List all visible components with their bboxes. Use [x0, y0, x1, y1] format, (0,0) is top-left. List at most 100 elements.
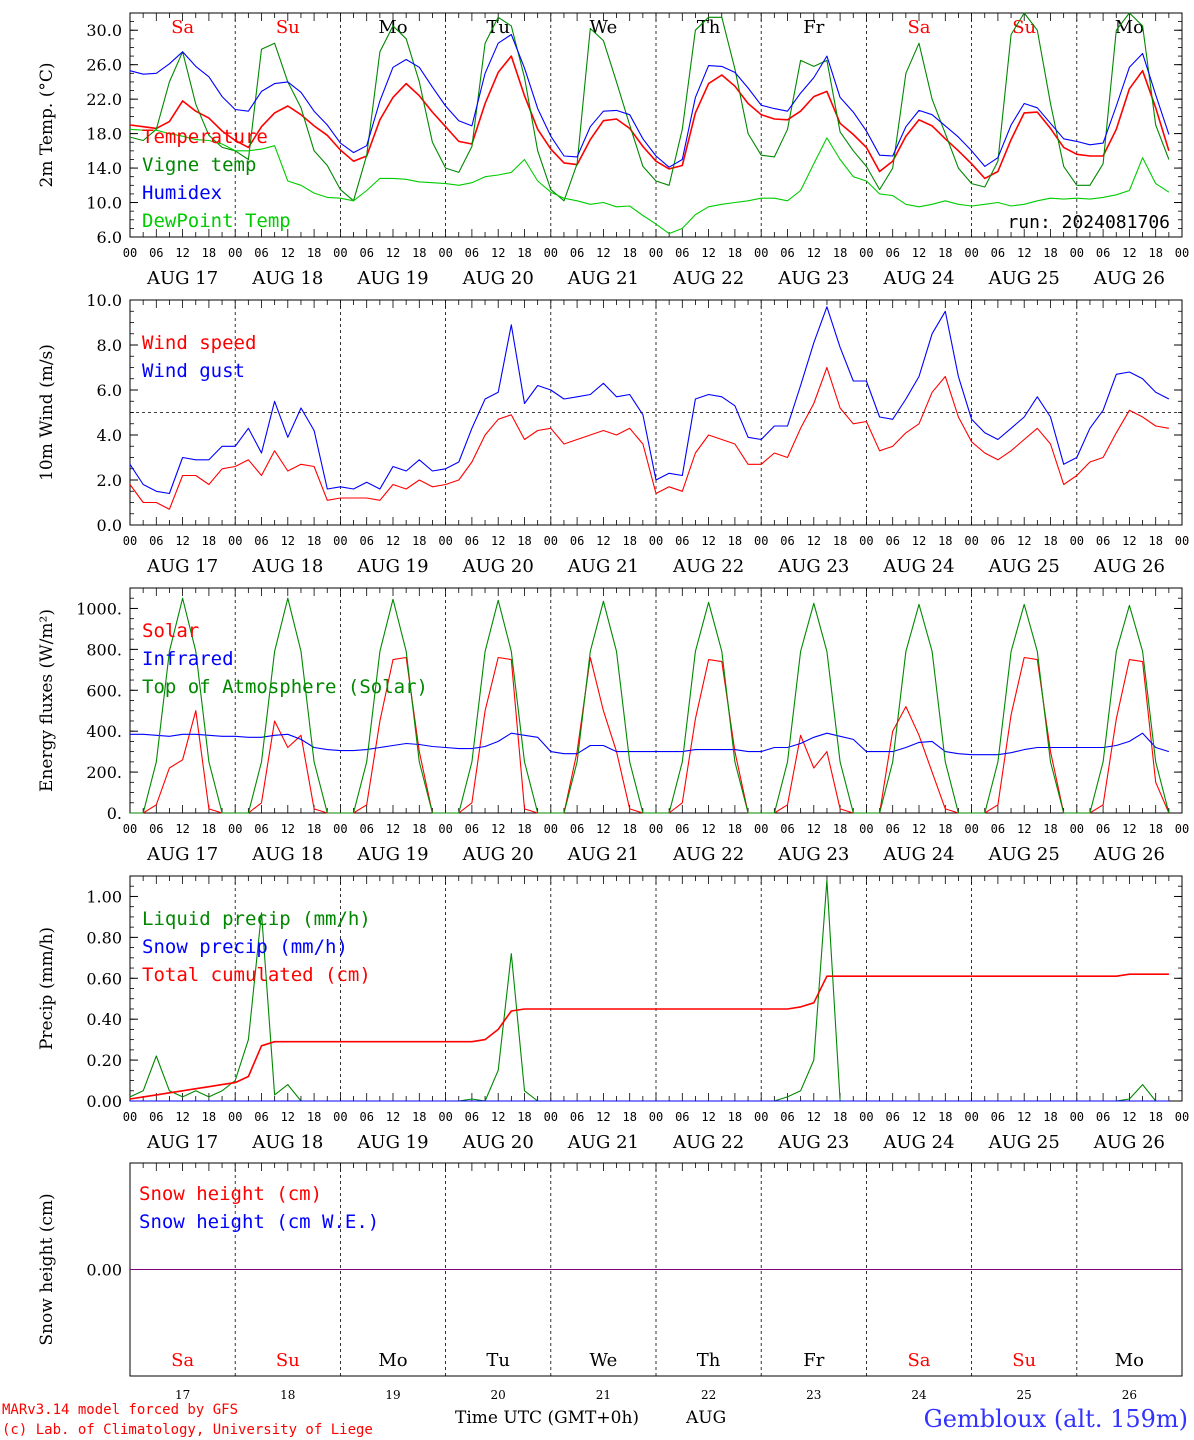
hour-tick-label: 18	[1148, 1110, 1162, 1124]
legend-entry: Wind gust	[142, 360, 245, 382]
day-label: AUG 25	[988, 556, 1060, 577]
hour-tick-label: 06	[149, 822, 163, 836]
legend-entry: DewPoint Temp	[142, 210, 291, 232]
hour-tick-label: 00	[649, 534, 663, 548]
hour-tick-label: 18	[307, 1110, 321, 1124]
hour-tick-label: 12	[281, 1110, 295, 1124]
hour-tick-label: 18	[307, 822, 321, 836]
hour-tick-label: 18	[728, 822, 742, 836]
hour-tick-label: 06	[1096, 246, 1110, 260]
hour-tick-label: 12	[1017, 822, 1031, 836]
hour-tick-label: 00	[228, 534, 242, 548]
hour-tick-label: 12	[491, 1110, 505, 1124]
hour-tick-label: 06	[254, 246, 268, 260]
hour-tick-label: 12	[175, 534, 189, 548]
panel-3: 0. 200. 400. 600. 800. 1000. Energy fluxes (W/…	[37, 587, 1189, 865]
weekday-label: Sa	[171, 1350, 194, 1371]
hour-tick-label: 18	[1043, 246, 1057, 260]
hour-tick-label: 12	[1122, 534, 1136, 548]
hour-tick-label: 06	[359, 1110, 373, 1124]
day-number: 17	[175, 1388, 190, 1402]
hour-tick-label: 12	[912, 1110, 926, 1124]
hour-tick-label: 18	[622, 1110, 636, 1124]
day-label: AUG 25	[988, 844, 1060, 865]
hour-tick-label: 12	[1017, 534, 1031, 548]
y-axis-title: 10m Wind (m/s)	[37, 344, 57, 481]
hour-tick-label: 00	[438, 822, 452, 836]
day-label: AUG 18	[251, 844, 323, 865]
hour-tick-label: 12	[596, 246, 610, 260]
y-tick-label: 6.0	[97, 381, 122, 400]
x-axis-title: Time UTC (GMT+0h)	[455, 1408, 639, 1428]
weekday-label: Sa	[907, 1350, 930, 1371]
hour-tick-label: 18	[1043, 1110, 1057, 1124]
hour-tick-label: 18	[517, 822, 531, 836]
hour-tick-label: 06	[991, 1110, 1005, 1124]
day-label: AUG 19	[356, 844, 428, 865]
hour-tick-label: 00	[754, 822, 768, 836]
hour-tick-label: 18	[833, 1110, 847, 1124]
panel-1: 6.0 10.0 14.0 18.0 22.0 26.0 30.0 2m Temp. (°C)…	[37, 12, 1189, 289]
hour-tick-label: 06	[254, 534, 268, 548]
hour-tick-label: 06	[675, 246, 689, 260]
legend-entry: Temperature	[142, 126, 268, 148]
y-tick-label: 200.	[86, 763, 122, 782]
y-tick-label: 0.00	[86, 1261, 122, 1280]
weekday-label: Mo	[378, 17, 407, 38]
hour-tick-label: 00	[1175, 822, 1189, 836]
hour-tick-label: 06	[885, 246, 899, 260]
day-label: AUG 20	[462, 844, 534, 865]
hour-tick-label: 18	[622, 246, 636, 260]
hour-tick-label: 12	[175, 1110, 189, 1124]
hour-tick-label: 12	[175, 822, 189, 836]
day-number: 22	[701, 1388, 716, 1402]
weekday-label: Mo	[378, 1350, 407, 1371]
hour-tick-label: 06	[359, 534, 373, 548]
hour-tick-label: 12	[596, 822, 610, 836]
y-axis-title: Precip (mm/h)	[37, 927, 57, 1050]
y-axis-title: Energy fluxes (W/m²)	[37, 609, 57, 792]
hour-tick-label: 12	[701, 1110, 715, 1124]
day-label: AUG 18	[251, 556, 323, 577]
hour-tick-label: 00	[649, 822, 663, 836]
day-label: AUG 17	[146, 1132, 218, 1153]
hour-tick-label: 12	[701, 822, 715, 836]
legend-entry: Infrared	[142, 648, 234, 670]
hour-tick-label: 06	[780, 534, 794, 548]
hour-tick-label: 12	[386, 246, 400, 260]
hour-tick-label: 18	[1148, 822, 1162, 836]
y-tick-label: 1000.	[76, 599, 122, 618]
hour-tick-label: 12	[491, 534, 505, 548]
hour-tick-label: 18	[412, 822, 426, 836]
legend-entry: Liquid precip (mm/h)	[142, 908, 371, 930]
hour-tick-label: 00	[123, 1110, 137, 1124]
hour-tick-label: 12	[596, 1110, 610, 1124]
hour-tick-label: 06	[465, 246, 479, 260]
hour-tick-label: 06	[359, 822, 373, 836]
y-tick-label: 0.40	[86, 1010, 122, 1029]
day-label: AUG 20	[462, 556, 534, 577]
hour-tick-label: 12	[281, 822, 295, 836]
hour-tick-label: 18	[938, 1110, 952, 1124]
hour-tick-label: 18	[728, 246, 742, 260]
y-tick-label: 400.	[86, 722, 122, 741]
day-label: AUG 24	[882, 844, 954, 865]
y-tick-label: 4.0	[97, 426, 122, 445]
weekday-label: Mo	[1115, 17, 1144, 38]
hour-tick-label: 12	[491, 822, 505, 836]
hour-tick-label: 00	[544, 1110, 558, 1124]
hour-tick-label: 18	[938, 822, 952, 836]
hour-tick-label: 18	[1043, 534, 1057, 548]
hour-tick-label: 06	[570, 822, 584, 836]
station-label: Gembloux (alt. 159m)	[924, 1405, 1188, 1433]
weekday-label: We	[590, 1350, 618, 1371]
hour-tick-label: 00	[754, 534, 768, 548]
day-label: AUG 18	[251, 1132, 323, 1153]
hour-tick-label: 00	[333, 1110, 347, 1124]
hour-tick-label: 00	[123, 822, 137, 836]
hour-tick-label: 12	[1122, 822, 1136, 836]
run-annotation: run: 2024081706	[1007, 212, 1170, 233]
hour-tick-label: 00	[859, 1110, 873, 1124]
hour-tick-label: 18	[307, 246, 321, 260]
